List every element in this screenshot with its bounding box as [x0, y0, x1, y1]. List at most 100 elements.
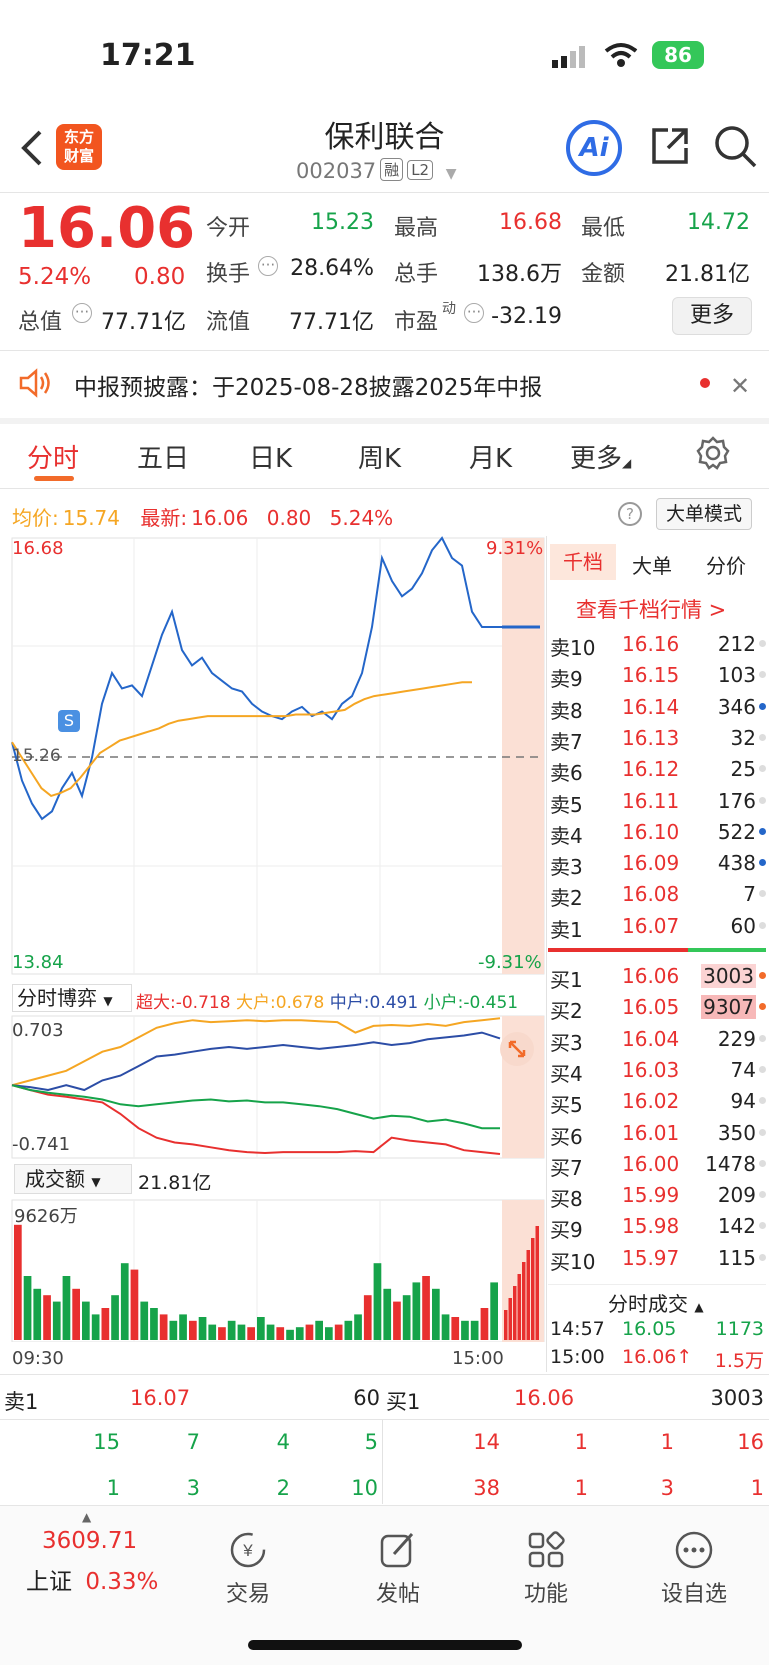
thousand-level-link[interactable]: 查看千档行情 >	[576, 598, 727, 622]
collapse-icon[interactable]: ▲	[82, 1510, 92, 1524]
big-order-mode-button[interactable]: 大单模式	[656, 498, 752, 530]
status-time: 17:21	[100, 38, 196, 73]
level-volume: 209	[717, 1183, 756, 1208]
bid-row[interactable]: 买5 16.02 94	[548, 1085, 766, 1118]
ai-button[interactable]: Ai	[566, 120, 622, 176]
level-dot	[759, 1034, 766, 1042]
level-label: 卖2	[550, 886, 583, 911]
ask-row[interactable]: 卖6 16.12 25	[548, 753, 766, 785]
tab-price-dist[interactable]: 分价	[706, 554, 746, 578]
legend-big: 大户:0.678	[235, 993, 325, 1013]
level-dot	[759, 827, 766, 835]
level-price: 16.13	[622, 725, 680, 750]
level-volume: 103	[717, 663, 756, 688]
level-price: 16.08	[622, 882, 680, 907]
ask-row[interactable]: 卖5 16.11 176	[548, 785, 766, 817]
volume-bar	[344, 1320, 353, 1340]
bid-row[interactable]: 买4 16.03 74	[548, 1054, 766, 1086]
queue-order: 16	[737, 1430, 764, 1454]
volume-bar	[227, 1320, 236, 1340]
volume-bar	[82, 1301, 90, 1340]
nav-trade[interactable]: ¥ 交易	[198, 1530, 298, 1608]
tab-daily-k[interactable]: 日K	[249, 444, 293, 474]
price-chart[interactable]	[0, 536, 546, 976]
bid-row[interactable]: 买8 15.99 209	[548, 1179, 766, 1211]
volume-bar	[470, 1320, 479, 1340]
tab-monthly-k[interactable]: 月K	[469, 444, 513, 474]
share-icon[interactable]	[648, 124, 692, 168]
volume-bar	[130, 1269, 139, 1340]
queue-order: 1	[660, 1430, 674, 1454]
dropdown-icon[interactable]: ▼	[445, 166, 457, 182]
bid-row[interactable]: 买7 16.00 1478	[548, 1148, 766, 1180]
level-price: 16.15	[622, 663, 680, 688]
volume-indicator-selector[interactable]: 成交额 ▼	[14, 1164, 132, 1194]
help-icon[interactable]: ?	[618, 502, 642, 526]
tab-intraday[interactable]: 分时	[27, 444, 80, 474]
volume-bar-after-hours	[535, 1226, 539, 1340]
info-icon[interactable]: ···	[464, 303, 484, 323]
indicator-selector[interactable]: 分时博弈 ▼	[12, 984, 132, 1012]
ask-row[interactable]: 卖4 16.10 522	[548, 816, 766, 848]
level-label: 买5	[550, 1093, 583, 1118]
settings-icon[interactable]	[696, 436, 730, 470]
nav-post[interactable]: 发帖	[348, 1530, 448, 1608]
index-name[interactable]: 上证 0.33%	[26, 1569, 159, 1595]
more-button[interactable]: 更多	[672, 297, 752, 335]
level-label: 卖3	[550, 855, 583, 880]
volume-bar	[189, 1320, 197, 1340]
ask-row[interactable]: 卖10 16.16 212	[548, 628, 766, 660]
volume-bar	[373, 1263, 382, 1340]
index-value[interactable]: 3609.71	[42, 1528, 138, 1554]
bid-row[interactable]: 买6 16.01 350	[548, 1117, 766, 1149]
ask-row[interactable]: 卖1 16.07 60	[548, 910, 766, 942]
volume-label: 总手	[394, 262, 439, 287]
tab-weekly-k[interactable]: 周K	[358, 444, 402, 474]
ask-row[interactable]: 卖2 16.08 7	[548, 878, 766, 911]
expand-icon[interactable]	[500, 1032, 534, 1066]
tab-big-orders[interactable]: 大单	[632, 554, 672, 578]
flow-chart[interactable]	[0, 1014, 546, 1160]
bid-row[interactable]: 买10 15.97 115	[548, 1242, 766, 1274]
open-label: 今开	[206, 216, 251, 241]
level-dot	[759, 1253, 766, 1261]
ask-row[interactable]: 卖8 16.14 346	[548, 691, 766, 723]
tab-more[interactable]: 更多◢	[570, 444, 632, 474]
flow-line-超大	[11, 1084, 501, 1155]
l2-tag: L2	[407, 160, 434, 180]
stock-code[interactable]: 002037 融 L2 ▼	[296, 158, 457, 183]
info-icon[interactable]: ···	[72, 303, 92, 323]
signal-s-marker[interactable]: S	[58, 710, 80, 732]
level-price: 15.97	[622, 1245, 680, 1270]
signal-icon	[552, 46, 586, 68]
volume-value: 138.6万	[477, 262, 562, 287]
volume-total: 21.81亿	[138, 1172, 212, 1194]
svg-text:¥: ¥	[242, 1541, 253, 1560]
ask-row[interactable]: 卖3 16.09 438	[548, 847, 766, 880]
level-price: 16.02	[622, 1089, 680, 1114]
bid-row[interactable]: 买9 15.98 142	[548, 1210, 766, 1243]
info-icon[interactable]: ···	[258, 256, 278, 276]
level-volume: 142	[717, 1214, 756, 1239]
nav-functions[interactable]: 功能	[496, 1530, 596, 1608]
notice-text[interactable]: 中报预披露：于2025-08-28披露2025年中报	[74, 375, 543, 401]
ask-row[interactable]: 卖9 16.15 103	[548, 659, 766, 691]
volume-bar	[393, 1301, 401, 1340]
tab-thousand-level[interactable]: 千档	[550, 544, 616, 580]
volume-bar	[14, 1224, 22, 1340]
ask-row[interactable]: 卖7 16.13 32	[548, 722, 766, 754]
tab-five-day[interactable]: 五日	[137, 444, 190, 474]
nav-add-watchlist[interactable]: 设自选	[644, 1530, 744, 1608]
trades-title[interactable]: 分时成交 ▲	[608, 1292, 704, 1316]
bid-row[interactable]: 买1 16.06 3003	[548, 960, 766, 992]
level-label: 买9	[550, 1218, 583, 1243]
back-icon[interactable]	[18, 128, 44, 168]
bid-row[interactable]: 买3 16.04 229	[548, 1023, 766, 1055]
volume-chart[interactable]	[0, 1198, 546, 1342]
level-dot	[759, 1128, 766, 1136]
queue-order: 3	[186, 1476, 200, 1500]
close-icon[interactable]: ✕	[730, 372, 751, 400]
bid-row[interactable]: 买2 16.05 9307	[548, 991, 766, 1023]
level-dot	[759, 1097, 766, 1105]
search-icon[interactable]	[712, 122, 760, 170]
